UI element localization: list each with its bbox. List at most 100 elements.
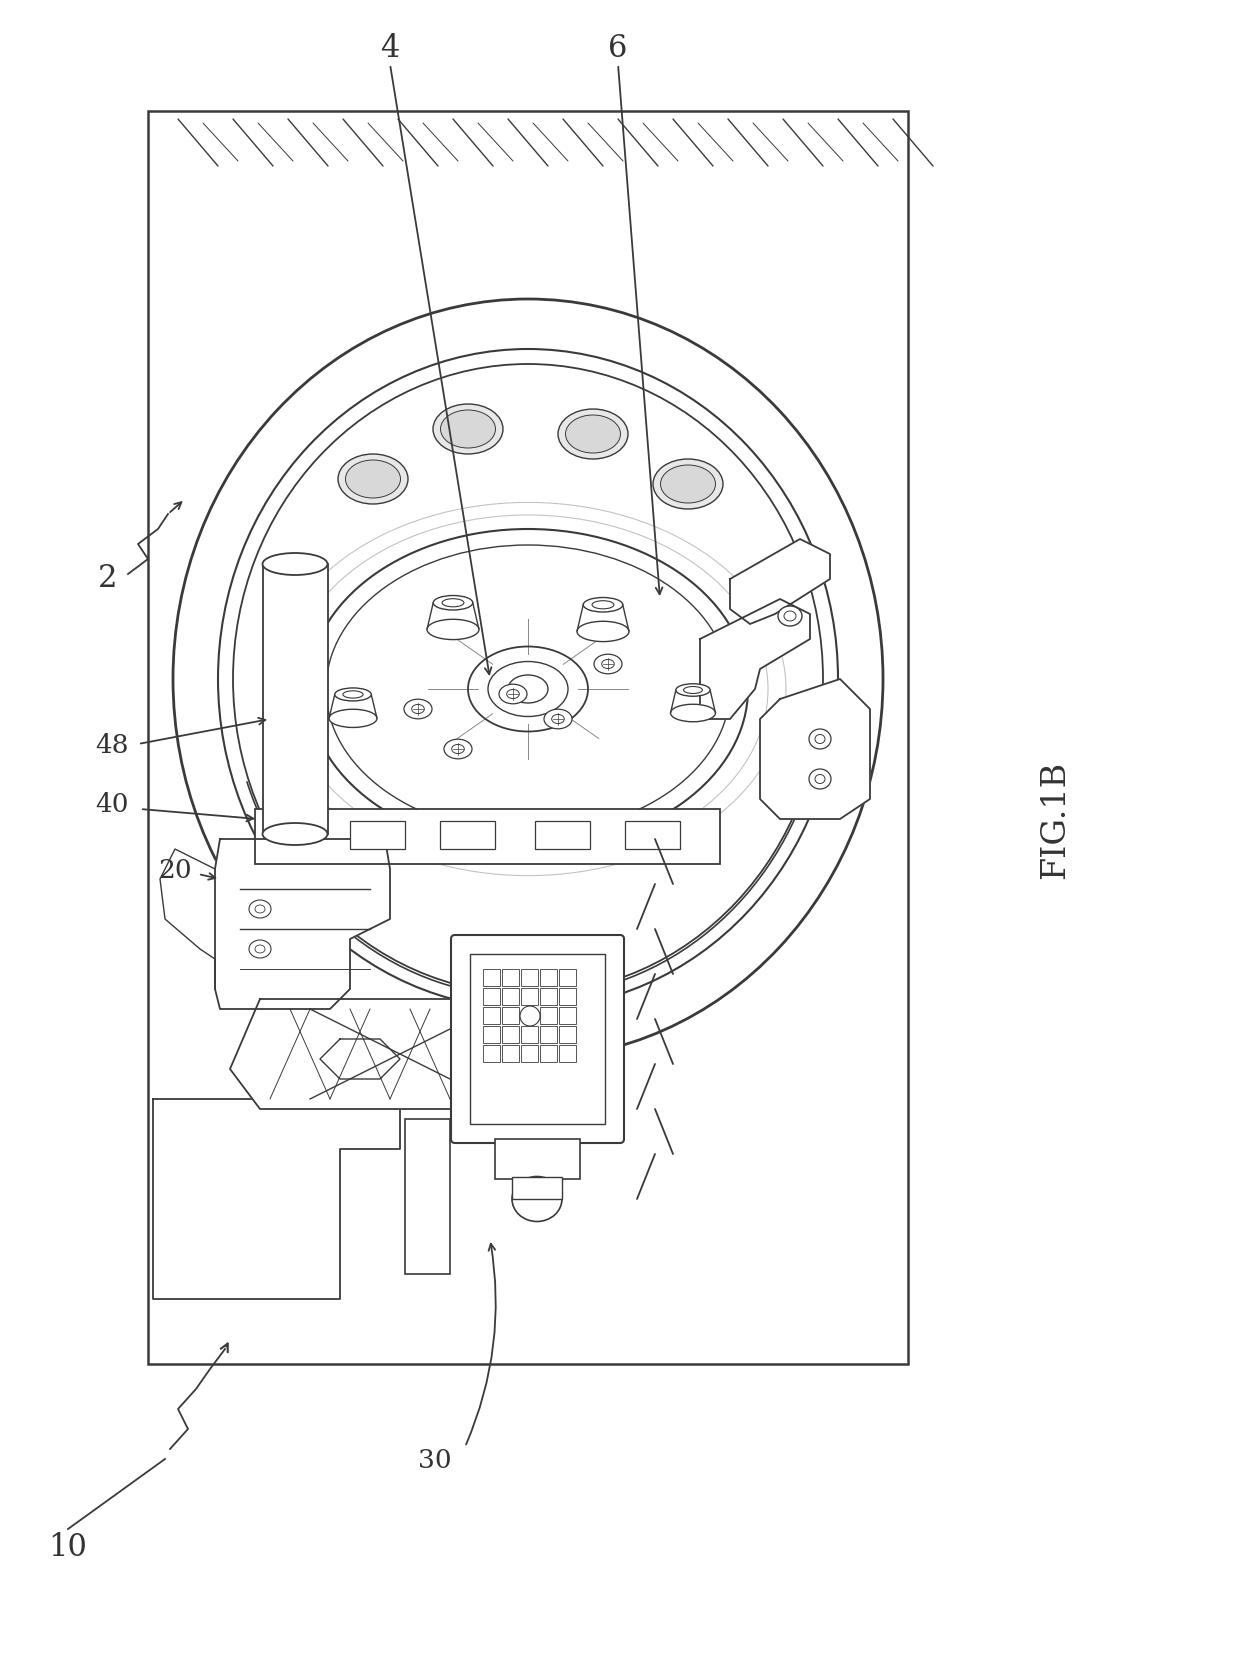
Ellipse shape	[601, 661, 614, 669]
Ellipse shape	[427, 621, 479, 641]
Bar	[440, 821, 495, 850]
Ellipse shape	[671, 704, 715, 723]
Ellipse shape	[339, 455, 408, 505]
Ellipse shape	[255, 945, 265, 954]
Ellipse shape	[444, 739, 472, 760]
Bar	[484, 1046, 500, 1062]
Ellipse shape	[308, 530, 748, 850]
Polygon shape	[760, 679, 870, 820]
Text: 4: 4	[381, 32, 399, 64]
Polygon shape	[701, 599, 810, 719]
Bar	[490, 1019, 551, 1099]
Ellipse shape	[233, 365, 823, 994]
Bar	[255, 810, 720, 865]
Bar	[263, 565, 329, 835]
Ellipse shape	[777, 607, 802, 627]
Bar	[502, 1046, 520, 1062]
Text: 10: 10	[48, 1531, 88, 1563]
Ellipse shape	[404, 699, 432, 719]
Ellipse shape	[263, 554, 327, 576]
Bar	[484, 969, 500, 987]
Polygon shape	[153, 1099, 401, 1300]
Ellipse shape	[565, 417, 620, 453]
Bar	[625, 821, 680, 850]
Bar	[502, 969, 520, 987]
Text: 40: 40	[95, 791, 129, 816]
Ellipse shape	[263, 823, 327, 845]
Bar	[539, 1046, 557, 1062]
FancyBboxPatch shape	[451, 935, 624, 1143]
Ellipse shape	[784, 612, 796, 622]
Ellipse shape	[508, 676, 548, 704]
Ellipse shape	[676, 684, 711, 698]
Ellipse shape	[583, 599, 622, 612]
Bar	[521, 1046, 538, 1062]
Text: 30: 30	[418, 1447, 451, 1472]
Bar	[559, 1046, 577, 1062]
Ellipse shape	[594, 654, 622, 674]
Ellipse shape	[815, 734, 825, 744]
Bar	[512, 1178, 562, 1200]
Bar	[521, 989, 538, 1005]
Text: FIG.1B: FIG.1B	[1039, 761, 1071, 878]
Ellipse shape	[498, 684, 527, 704]
Ellipse shape	[335, 689, 371, 701]
Bar	[559, 969, 577, 987]
Bar	[559, 1007, 577, 1024]
Ellipse shape	[249, 940, 272, 959]
Bar	[534, 821, 590, 850]
Bar	[521, 969, 538, 987]
Ellipse shape	[808, 729, 831, 750]
Bar	[148, 112, 908, 1363]
Ellipse shape	[512, 1176, 562, 1221]
Polygon shape	[215, 840, 391, 1009]
Ellipse shape	[808, 770, 831, 790]
Ellipse shape	[507, 689, 520, 699]
Ellipse shape	[255, 905, 265, 913]
Bar	[502, 989, 520, 1005]
Ellipse shape	[683, 688, 702, 694]
Bar	[484, 989, 500, 1005]
Ellipse shape	[443, 599, 464, 607]
Bar	[559, 1027, 577, 1044]
Ellipse shape	[577, 622, 629, 642]
Ellipse shape	[440, 412, 496, 448]
Bar	[495, 1139, 580, 1179]
Ellipse shape	[558, 410, 627, 460]
Ellipse shape	[552, 714, 564, 724]
Bar	[539, 1007, 557, 1024]
Ellipse shape	[489, 663, 568, 718]
Ellipse shape	[433, 405, 503, 455]
Text: 20: 20	[159, 857, 192, 882]
Ellipse shape	[815, 775, 825, 785]
Bar	[539, 1027, 557, 1044]
Text: 6: 6	[609, 32, 627, 64]
Polygon shape	[229, 999, 560, 1109]
Ellipse shape	[591, 601, 614, 609]
Ellipse shape	[451, 744, 464, 755]
Bar	[350, 821, 405, 850]
Ellipse shape	[329, 709, 377, 728]
Bar	[539, 989, 557, 1005]
Ellipse shape	[661, 465, 715, 504]
Bar	[539, 969, 557, 987]
Bar	[502, 1007, 520, 1024]
Bar	[512, 1178, 562, 1200]
Circle shape	[520, 1007, 539, 1027]
Ellipse shape	[653, 460, 723, 510]
Bar	[470, 954, 605, 1124]
Ellipse shape	[174, 299, 883, 1059]
Polygon shape	[160, 850, 215, 989]
Bar	[521, 1027, 538, 1044]
Bar	[484, 1007, 500, 1024]
Text: 2: 2	[98, 562, 118, 594]
Bar	[484, 1027, 500, 1044]
Ellipse shape	[343, 691, 363, 699]
Ellipse shape	[218, 350, 838, 1009]
Ellipse shape	[412, 704, 424, 714]
Ellipse shape	[467, 647, 588, 733]
Text: 48: 48	[95, 733, 129, 758]
Polygon shape	[730, 540, 830, 624]
Ellipse shape	[346, 460, 401, 499]
Ellipse shape	[433, 596, 472, 611]
